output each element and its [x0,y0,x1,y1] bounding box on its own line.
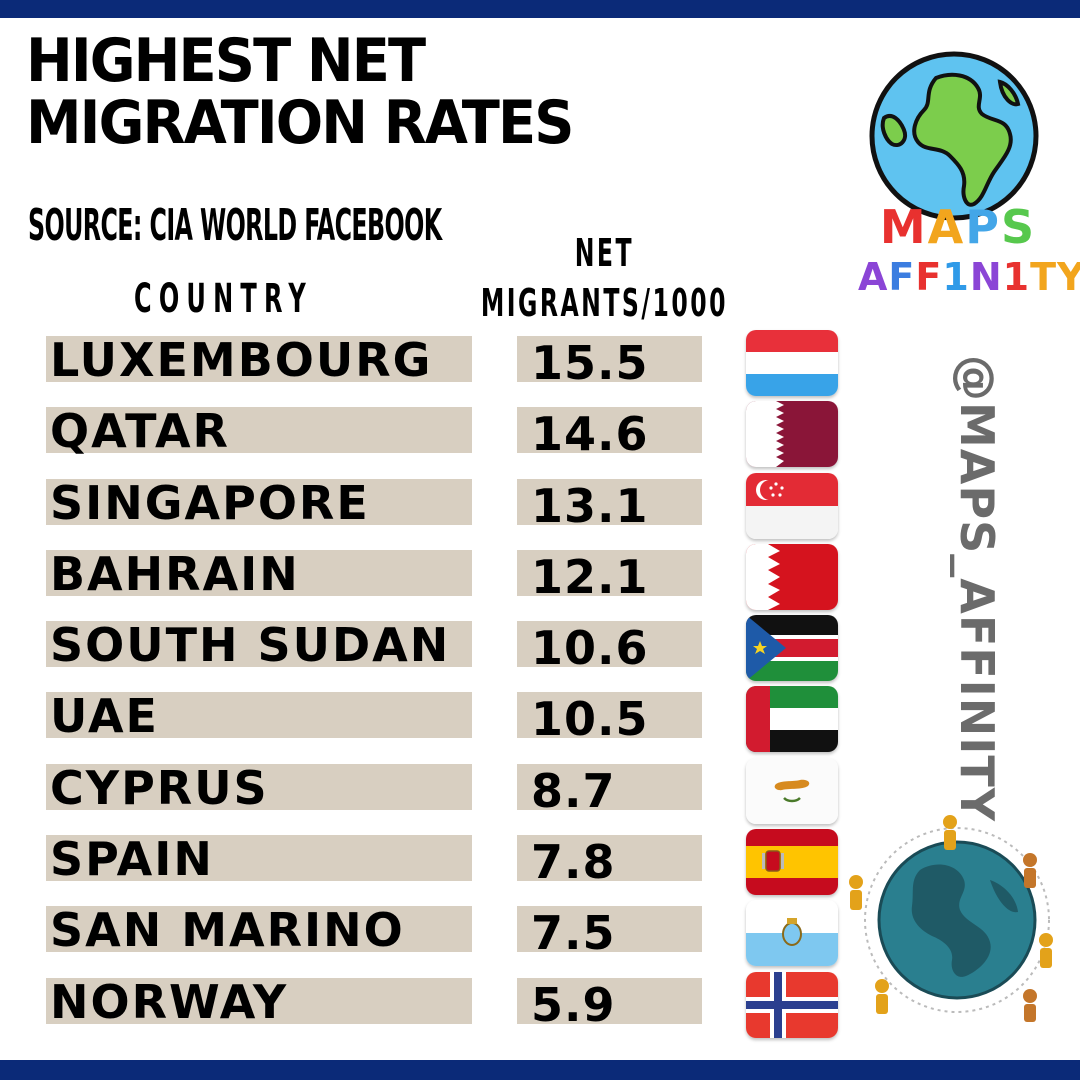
country-cell: QATAR [46,404,472,458]
uae-flag-icon [746,686,838,752]
maps-letter: M [879,200,928,254]
maps-letter: S [1000,200,1037,254]
value-cell: 10.6 [517,621,702,675]
bottom-band [0,1060,1080,1080]
value-cell: 13.1 [517,479,702,533]
value-cell: 5.9 [517,978,702,1032]
net-migration-value: 10.5 [531,692,649,746]
singapore-flag-icon [746,473,838,539]
value-cell: 7.8 [517,835,702,889]
country-name: SOUTH SUDAN [50,618,451,672]
qatar-flag-icon [746,401,838,467]
table-row: CYPRUS 8.7 [0,758,860,824]
affinity-letter: A [858,255,889,299]
table-row: NORWAY 5.9 [0,972,860,1038]
table-row: BAHRAIN 12.1 [0,544,860,610]
country-name: CYPRUS [50,761,269,815]
value-cell: 7.5 [517,906,702,960]
bahrain-flag-icon [746,544,838,610]
affinity-letter: 1 [1002,255,1031,299]
column-header-value-line-1: NET [574,231,635,275]
country-cell: NORWAY [46,975,472,1029]
country-cell: SPAIN [46,832,472,886]
affinity-letter: F [888,255,916,299]
migration-globe-icon [840,800,1075,1035]
value-cell: 10.5 [517,692,702,746]
page-title: HIGHEST NET MIGRATION RATES [26,30,770,154]
maps-letter: P [965,200,1001,254]
title-line-2: MIGRATION RATES [26,88,574,158]
net-migration-value: 15.5 [531,336,649,390]
country-name: NORWAY [50,975,289,1029]
earth-globe-icon [866,48,1042,224]
table-row: SINGAPORE 13.1 [0,473,860,539]
country-cell: LUXEMBOURG [46,333,472,387]
value-cell: 8.7 [517,764,702,818]
country-name: LUXEMBOURG [50,333,433,387]
net-migration-value: 10.6 [531,621,649,675]
table-row: LUXEMBOURG 15.5 [0,330,860,396]
column-header-value-line-2: MIGRANTS/1000 [480,281,728,325]
net-migration-value: 7.5 [531,906,616,960]
country-name: BAHRAIN [50,547,300,601]
net-migration-value: 12.1 [531,550,649,604]
net-migration-value: 8.7 [531,764,616,818]
affinity-letter: T [1030,255,1057,299]
cyprus-flag-icon [746,758,838,824]
net-migration-value: 7.8 [531,835,616,889]
affinity-letter: N [969,255,1003,299]
title-line-1: HIGHEST NET [26,26,426,96]
value-cell: 14.6 [517,407,702,461]
column-header-value: NET MIGRANTS/1000 [468,228,741,328]
norway-flag-icon [746,972,838,1038]
san-marino-flag-icon [746,900,838,966]
luxembourg-flag-icon [746,330,838,396]
value-cell: 12.1 [517,550,702,604]
country-cell: SOUTH SUDAN [46,618,472,672]
column-header-country: COUNTRY [134,276,313,322]
country-cell: SINGAPORE [46,476,472,530]
net-migration-value: 14.6 [531,407,649,461]
table-row: QATAR 14.6 [0,401,860,467]
table-row: SOUTH SUDAN 10.6 [0,615,860,681]
country-name: SAN MARINO [50,903,405,957]
country-name: SPAIN [50,832,214,886]
country-name: UAE [50,689,159,743]
top-band [0,0,1080,18]
net-migration-value: 13.1 [531,479,649,533]
south-sudan-flag-icon [746,615,838,681]
country-cell: CYPRUS [46,761,472,815]
social-handle: @MAPS_AFFINITY [950,355,1004,823]
maps-letter: A [927,200,966,254]
value-cell: 15.5 [517,336,702,390]
table-row: UAE 10.5 [0,686,860,752]
spain-flag-icon [746,829,838,895]
brand-affinity-text: AFF1N1TY [858,254,1080,300]
table-row: SPAIN 7.8 [0,829,860,895]
affinity-letter: 1 [942,255,970,299]
country-name: SINGAPORE [50,476,370,530]
table-row: SAN MARINO 7.5 [0,900,860,966]
source-label: SOURCE: CIA WORLD FACEBOOK [28,200,442,251]
brand-maps-text: MAPS [858,200,1058,254]
brand-logo: MAPS AFF1N1TY [858,200,1080,300]
country-cell: UAE [46,689,472,743]
affinity-letter: F [915,255,943,299]
country-cell: SAN MARINO [46,903,472,957]
country-name: QATAR [50,404,230,458]
net-migration-value: 5.9 [531,978,616,1032]
affinity-letter: Y [1057,255,1080,299]
country-cell: BAHRAIN [46,547,472,601]
